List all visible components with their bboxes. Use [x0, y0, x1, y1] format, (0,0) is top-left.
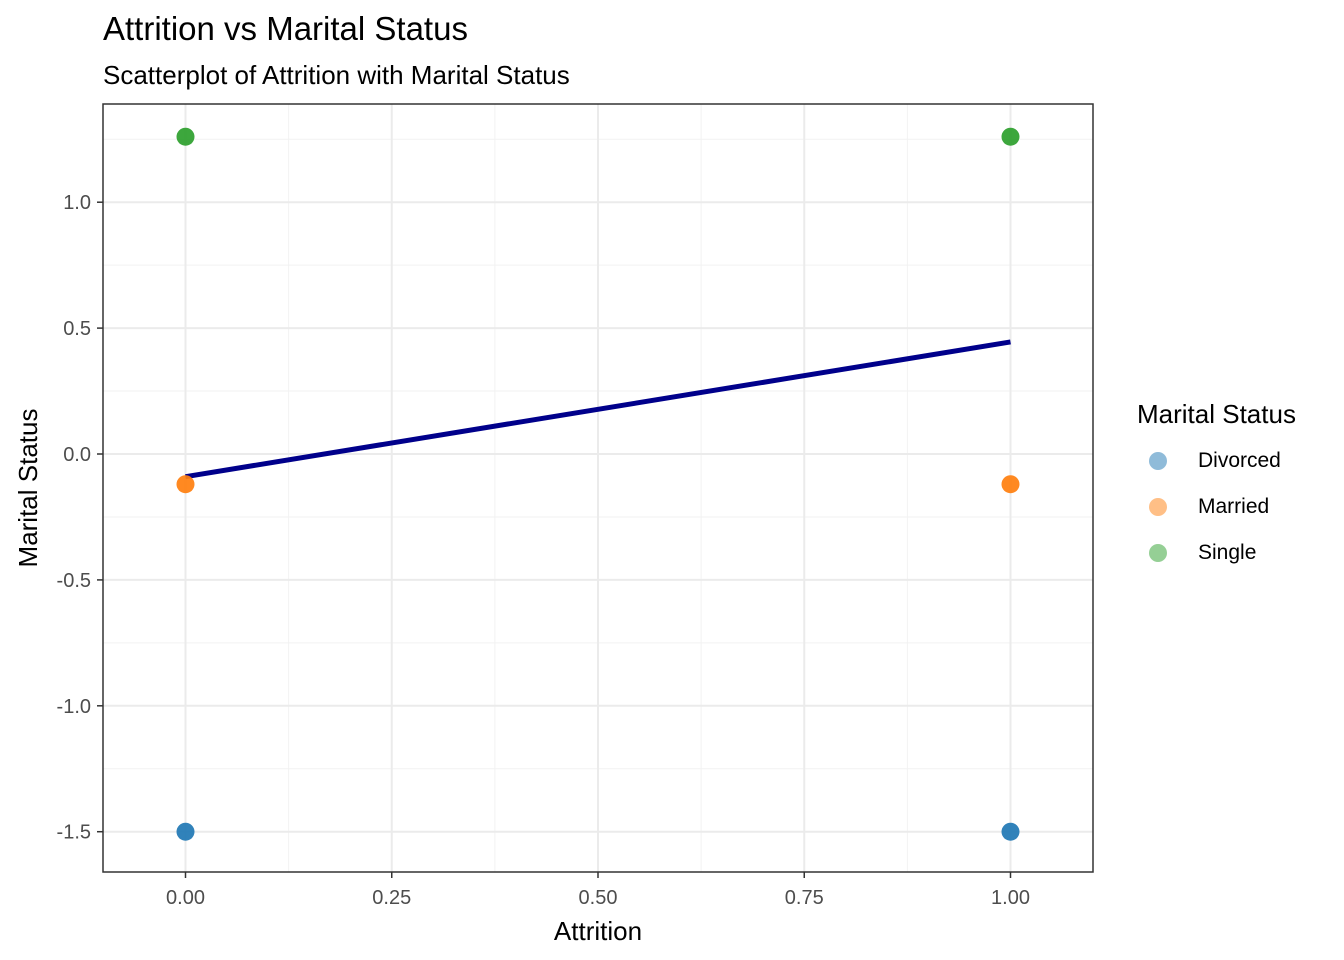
y-tick-label: 1.0	[63, 192, 91, 214]
x-axis-title: Attrition	[554, 916, 642, 946]
x-tick-label: 0.50	[579, 887, 618, 909]
legend-label-married: Married	[1198, 495, 1270, 518]
legend-swatch-single	[1149, 544, 1167, 562]
x-tick-label: 1.00	[991, 887, 1030, 909]
y-tick-label: -0.5	[57, 570, 91, 592]
y-tick-label: -1.5	[57, 822, 91, 844]
legend: Marital Status Divorced Married Single	[1137, 396, 1296, 580]
legend-label-single: Single	[1198, 541, 1257, 564]
y-tick-label: 0.5	[63, 318, 91, 340]
legend-title: Marital Status	[1137, 399, 1296, 429]
x-tick-label: 0.25	[372, 887, 411, 909]
legend-swatch-married	[1149, 498, 1167, 516]
y-tick-label: 0.0	[63, 444, 91, 466]
y-axis-title: Marital Status	[13, 409, 43, 568]
legend-swatch-divorced	[1149, 452, 1167, 470]
point-married	[176, 475, 195, 494]
legend-item-married: Married	[1137, 488, 1296, 534]
point-divorced	[176, 822, 195, 841]
x-tick-label: 0.00	[166, 887, 205, 909]
trend-line	[185, 339, 1011, 480]
x-tick-label: 0.75	[785, 887, 824, 909]
legend-item-single: Single	[1137, 534, 1296, 580]
chart-title: Attrition vs Marital Status	[103, 10, 468, 47]
point-married	[1001, 475, 1020, 494]
point-single	[176, 127, 195, 146]
legend-label-divorced: Divorced	[1198, 449, 1281, 472]
legend-item-divorced: Divorced	[1137, 442, 1296, 488]
chart-subtitle: Scatterplot of Attrition with Marital St…	[103, 60, 570, 90]
point-divorced	[1001, 822, 1020, 841]
y-tick-label: -1.0	[57, 696, 91, 718]
point-single	[1001, 127, 1020, 146]
